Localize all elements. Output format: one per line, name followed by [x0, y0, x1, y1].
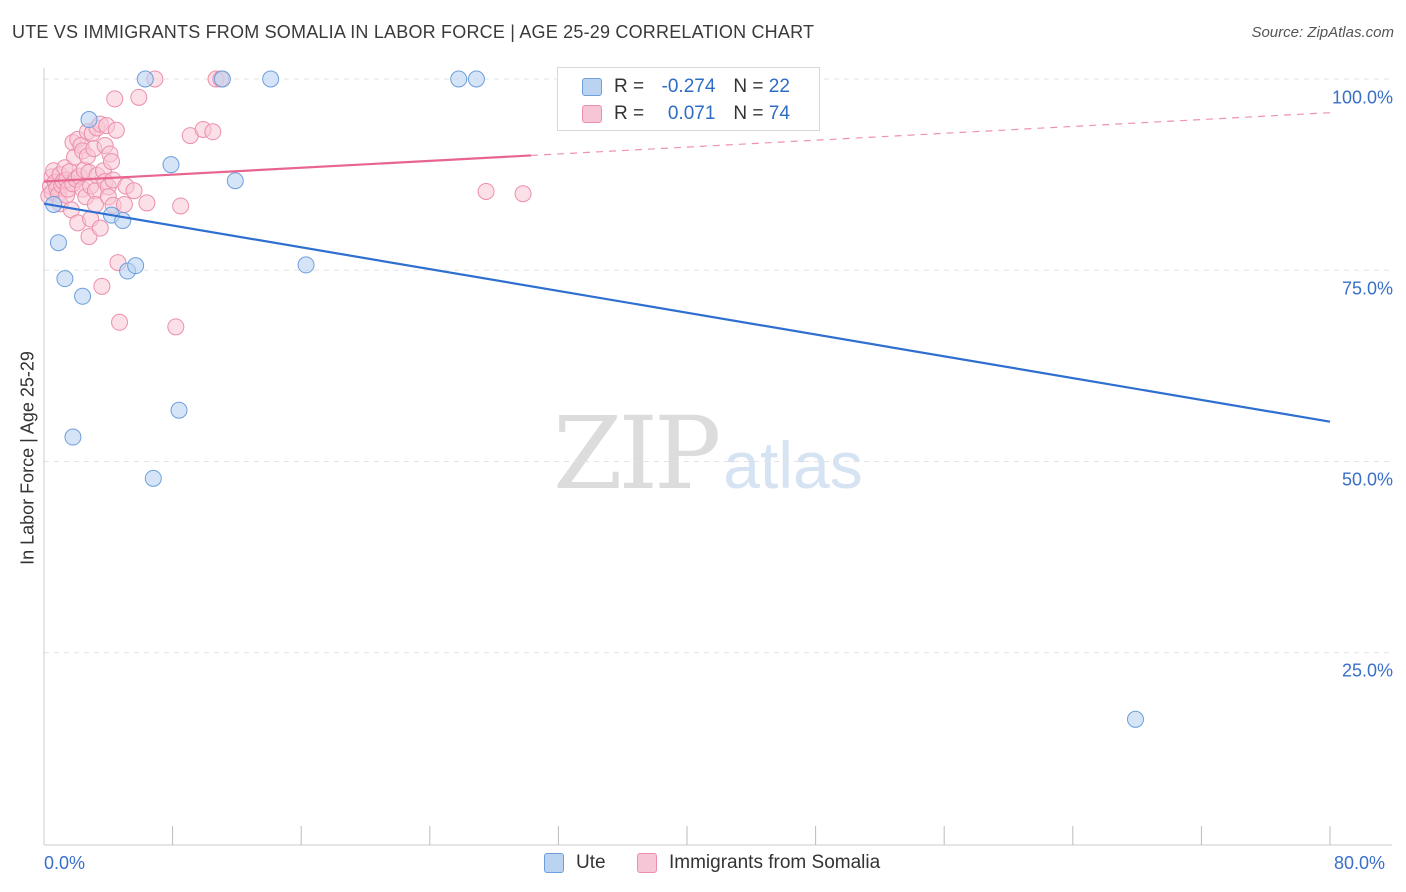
ute-point-9 — [127, 257, 145, 275]
somalia-trend-extension — [531, 112, 1331, 157]
zipatlas-watermark: ZIPatlas — [553, 404, 863, 504]
somalia-point-58 — [111, 313, 129, 331]
somalia-point-62 — [130, 88, 148, 106]
somalia-point-72 — [477, 182, 495, 200]
legend-swatch-somalia — [637, 853, 657, 873]
ute-point-10 — [136, 70, 154, 88]
somalia-n-label: N = — [733, 103, 764, 124]
somalia-point-66 — [172, 197, 190, 215]
x-tick-label-min: 0.0% — [44, 853, 86, 873]
ute-point-2 — [56, 270, 74, 288]
ute-point-11 — [144, 469, 162, 487]
source-credit: Source: ZipAtlas.com — [1251, 24, 1394, 41]
ute-point-4 — [74, 287, 92, 305]
ute-r-label: R = — [614, 76, 645, 97]
ute-point-7 — [114, 212, 132, 230]
somalia-point-52 — [103, 153, 121, 171]
legend-label-ute: Ute — [576, 852, 606, 873]
somalia-point-59 — [115, 195, 133, 213]
watermark-zip: ZIP — [553, 395, 721, 512]
somalia-trend-line — [43, 154, 532, 183]
correlation-stats-box: R = -0.274 N = 22 R = 0.071 N = 74 — [557, 67, 820, 131]
ute-point-1 — [49, 234, 67, 252]
legend-swatch-ute — [544, 853, 564, 873]
ute-point-3 — [64, 428, 82, 446]
somalia-n-value: 74 — [768, 103, 790, 124]
ute-trend-line — [43, 202, 1331, 423]
somalia-r-label: R = — [614, 103, 645, 124]
stats-row-somalia: R = 0.071 N = 74 — [582, 101, 790, 127]
y-tick-label-50: 50.0% — [1341, 469, 1393, 490]
somalia-point-63 — [138, 194, 156, 212]
ute-point-17 — [297, 256, 315, 274]
chart-legend: Ute Immigrants from Somalia — [0, 852, 1406, 876]
somalia-point-61 — [125, 182, 143, 200]
legend-item-ute[interactable]: Ute — [544, 852, 606, 874]
somalia-point-69 — [204, 123, 222, 141]
y-axis-label: In Labor Force | Age 25-29 — [17, 351, 38, 565]
ute-point-18 — [450, 70, 468, 88]
ute-n-value: 22 — [768, 76, 790, 97]
ute-n-label: N = — [733, 76, 764, 97]
somalia-point-55 — [106, 90, 124, 108]
somalia-point-73 — [514, 185, 532, 203]
somalia-swatch — [582, 105, 602, 123]
ute-point-14 — [213, 70, 231, 88]
ute-point-5 — [80, 111, 98, 129]
y-tick-label-100: 100.0% — [1331, 87, 1393, 108]
ute-point-15 — [226, 172, 244, 190]
somalia-point-56 — [107, 121, 125, 139]
somalia-point-65 — [167, 318, 185, 336]
ute-point-19 — [467, 70, 485, 88]
legend-item-somalia[interactable]: Immigrants from Somalia — [637, 852, 880, 874]
watermark-atlas: atlas — [723, 428, 863, 502]
ute-point-16 — [262, 70, 280, 88]
y-tick-label-75: 75.0% — [1341, 278, 1393, 299]
somalia-point-43 — [91, 219, 109, 237]
chart-title: UTE VS IMMIGRANTS FROM SOMALIA IN LABOR … — [12, 22, 815, 42]
ute-swatch — [582, 78, 602, 96]
ute-point-12 — [162, 156, 180, 174]
ute-r-value: -0.274 — [661, 76, 716, 97]
y-tick-label-25: 25.0% — [1341, 660, 1393, 681]
x-tick-label-max: 80.0% — [1334, 853, 1386, 873]
stats-row-ute: R = -0.274 N = 22 — [582, 74, 790, 100]
legend-label-somalia: Immigrants from Somalia — [669, 852, 881, 873]
ute-point-21 — [1126, 710, 1144, 728]
somalia-r-value: 0.071 — [667, 103, 716, 124]
ute-point-13 — [170, 401, 188, 419]
somalia-point-44 — [93, 277, 111, 295]
